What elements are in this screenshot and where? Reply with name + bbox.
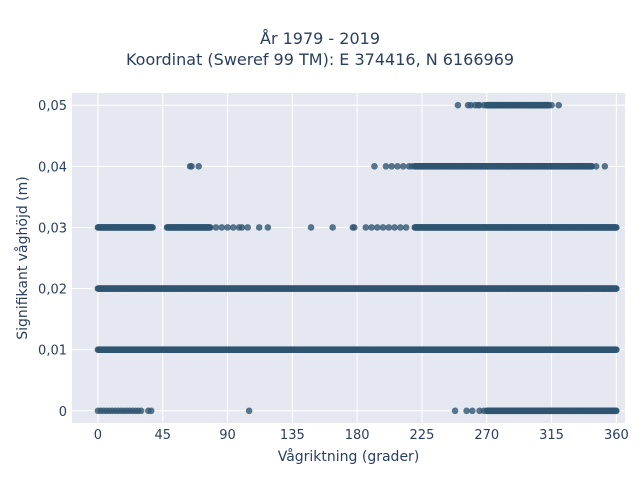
- data-point: [533, 101, 541, 109]
- plot-area: [72, 93, 625, 423]
- data-point: [480, 407, 488, 415]
- data-point: [402, 224, 410, 231]
- data-point: [613, 285, 620, 292]
- y-tick-label: 0,05: [38, 99, 67, 114]
- x-tick-label: 45: [154, 428, 171, 443]
- data-point: [218, 224, 226, 231]
- data-point: [592, 163, 600, 170]
- data-point: [238, 224, 246, 231]
- x-tick-label: 90: [219, 428, 236, 443]
- data-point: [137, 407, 145, 415]
- data-point: [454, 101, 462, 109]
- data-point: [307, 224, 315, 231]
- x-axis-label: Vågriktning (grader): [278, 448, 420, 465]
- data-point: [394, 163, 401, 170]
- data-point: [195, 163, 203, 170]
- data-point: [368, 224, 375, 231]
- data-point: [391, 224, 398, 231]
- data-point: [188, 163, 195, 170]
- x-tick-label: 180: [345, 428, 370, 443]
- data-point: [206, 224, 214, 231]
- x-axis-ticks: 0 45 90 135 180 225 270 315 360: [94, 428, 629, 443]
- y-tick-label: 0,01: [38, 344, 67, 359]
- data-point: [245, 407, 253, 415]
- x-tick-label: 0: [94, 428, 102, 443]
- data-point: [382, 163, 390, 170]
- data-point: [451, 407, 459, 415]
- data-point: [613, 407, 620, 415]
- chart-title-line1: År 1979 - 2019: [260, 29, 380, 48]
- data-point: [224, 224, 231, 231]
- x-tick-label: 360: [604, 428, 629, 443]
- data-point: [149, 224, 156, 231]
- data-point: [388, 163, 396, 170]
- data-point: [463, 407, 470, 415]
- data-point: [244, 224, 251, 231]
- data-point: [613, 224, 620, 231]
- data-point: [519, 101, 527, 109]
- data-point: [329, 224, 336, 231]
- data-point: [229, 224, 237, 231]
- x-tick-label: 315: [539, 428, 564, 443]
- data-point: [264, 224, 272, 231]
- y-tick-label: 0: [59, 405, 67, 420]
- data-point: [613, 346, 620, 353]
- data-point: [371, 163, 378, 170]
- data-point: [526, 101, 534, 109]
- y-tick-label: 0,04: [38, 160, 67, 175]
- data-point: [601, 163, 609, 170]
- data-point: [397, 224, 404, 231]
- data-points: [94, 101, 620, 415]
- y-axis-ticks: 0 0,01 0,02 0,03 0,04 0,05: [38, 99, 67, 420]
- x-tick-label: 270: [474, 428, 499, 443]
- data-point: [362, 224, 370, 231]
- data-point: [255, 224, 263, 231]
- y-tick-label: 0,02: [38, 283, 67, 298]
- data-point: [548, 101, 555, 109]
- x-tick-label: 135: [280, 428, 305, 443]
- y-axis-label: Signifikant våghöjd (m): [14, 176, 31, 339]
- data-point: [497, 101, 505, 109]
- data-point: [379, 224, 387, 231]
- data-point: [147, 407, 155, 415]
- data-point: [374, 224, 381, 231]
- data-point: [469, 407, 476, 415]
- data-point: [385, 224, 393, 231]
- chart-title-line2: Koordinat (Sweref 99 TM): E 374416, N 61…: [125, 50, 515, 69]
- data-point: [399, 163, 407, 170]
- data-point: [350, 224, 358, 231]
- data-point: [212, 224, 220, 231]
- data-point: [505, 101, 512, 109]
- y-tick-label: 0,03: [38, 221, 67, 236]
- data-point: [408, 163, 416, 170]
- data-point: [490, 101, 498, 109]
- data-point: [555, 101, 563, 109]
- data-point: [512, 101, 519, 109]
- x-tick-label: 225: [410, 428, 435, 443]
